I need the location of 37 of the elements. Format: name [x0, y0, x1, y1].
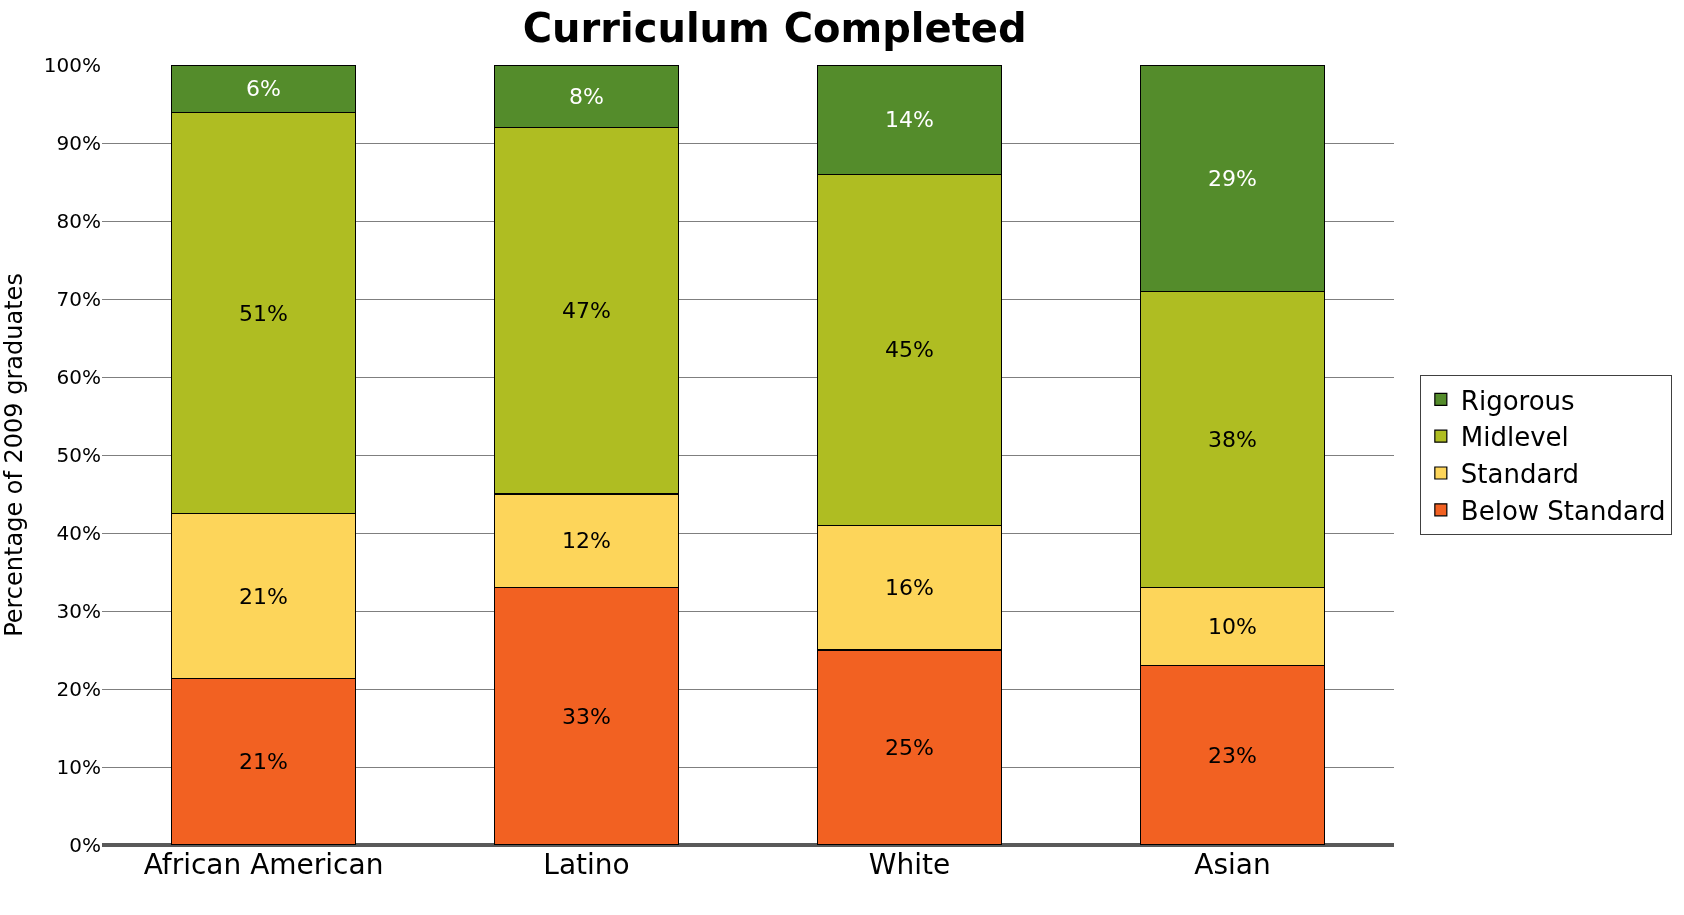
data-label: 6% — [246, 76, 281, 102]
y-tick-label: 80% — [56, 209, 101, 233]
y-tick-label: 90% — [56, 131, 101, 155]
y-tick-label: 50% — [56, 443, 101, 467]
y-tick-label: 10% — [56, 755, 101, 779]
data-label: 45% — [885, 337, 934, 363]
data-label: 33% — [562, 703, 611, 729]
data-label: 21% — [239, 749, 288, 775]
data-label: 38% — [1208, 426, 1257, 452]
data-label: 8% — [569, 83, 604, 109]
legend-label: Below Standard — [1460, 495, 1666, 526]
legend-label: Midlevel — [1460, 422, 1569, 453]
x-tick-label: Latino — [543, 848, 630, 881]
data-label: 21% — [239, 583, 288, 609]
y-tick-label: 40% — [56, 521, 101, 545]
data-label: 14% — [885, 107, 934, 133]
data-label: 10% — [1208, 614, 1257, 640]
x-tick-label: White — [868, 848, 951, 881]
data-label: 51% — [239, 300, 288, 326]
y-tick-label: 100% — [43, 53, 101, 77]
x-tick-label: African American — [143, 848, 384, 881]
y-tick-label: 60% — [56, 365, 101, 389]
data-label: 25% — [885, 735, 934, 760]
y-tick-label: 70% — [56, 287, 101, 311]
chart-title: Curriculum Completed — [522, 4, 1027, 51]
data-label: 47% — [562, 298, 611, 324]
data-label: 29% — [1208, 165, 1257, 191]
data-label: 16% — [885, 575, 934, 601]
data-label: 23% — [1208, 742, 1257, 768]
y-tick-label: 30% — [56, 599, 101, 623]
y-axis-title: Percentage of 2009 graduates — [0, 273, 28, 637]
x-tick-label: Asian — [1194, 848, 1271, 881]
legend-label: Rigorous — [1460, 385, 1575, 416]
y-tick-label: 0% — [69, 833, 101, 857]
y-tick-label: 20% — [56, 677, 101, 701]
data-label: 12% — [562, 528, 611, 554]
legend-label: Standard — [1460, 459, 1580, 490]
